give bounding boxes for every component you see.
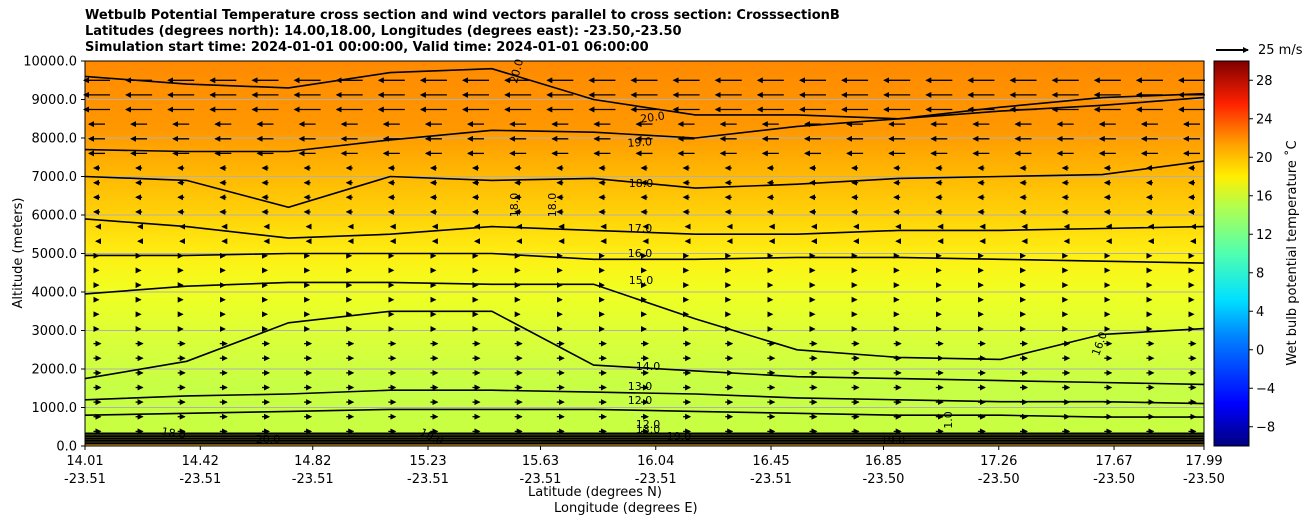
y-tick-label: 8000.0 <box>32 132 78 147</box>
x-tick-label-lat: 15.23 <box>409 454 446 469</box>
contour-label: 16.0 <box>628 247 653 260</box>
contour-label: 12.0 <box>636 418 661 431</box>
contour-line-20 <box>84 67 1205 120</box>
colorbar-tick-label: 20 <box>1256 151 1273 166</box>
colorbar-tick-label: −4 <box>1256 382 1275 397</box>
x-tick-label-lat: 17.99 <box>1185 454 1222 469</box>
x-tick-label-lon: -23.50 <box>1183 472 1225 487</box>
contour-line-16 <box>85 252 1205 264</box>
contour-label: 18.0 <box>160 425 186 442</box>
x-tick-label-lat: 15.63 <box>522 454 559 469</box>
wind-vectors <box>83 77 1205 435</box>
y-tick-label: 1000.0 <box>32 401 78 416</box>
contour-label: 20.0 <box>256 433 281 446</box>
y-tick-label: 10000.0 <box>23 55 77 70</box>
colorbar-tick-label: 24 <box>1256 112 1273 127</box>
colorbar-tick-label: 8 <box>1256 266 1264 281</box>
y-tick-label: 2000.0 <box>32 363 78 378</box>
title-line-1: Wetbulb Potential Temperature cross sect… <box>85 8 840 23</box>
contour-label: 18.0 <box>546 193 559 218</box>
contour-label: 18.0 <box>508 193 521 218</box>
colorbar-tick-label: 4 <box>1256 305 1264 320</box>
x-axis-label-longitude: Longitude (degrees E) <box>554 501 698 516</box>
y-tick-label: 9000.0 <box>32 93 78 108</box>
reference-vector-label: 25 m/s <box>1258 43 1303 58</box>
x-tick-label-lon: -23.51 <box>635 472 677 487</box>
title-line-3: Simulation start time: 2024-01-01 00:00:… <box>85 40 649 55</box>
x-tick-label-lon: -23.51 <box>179 472 221 487</box>
contour-label: 1.0 <box>942 411 955 429</box>
colorbar-tick-label: 16 <box>1256 189 1273 204</box>
y-axis: 0.0 1000.0 2000.0 3000.0 4000.0 5000.0 6000.0 7… <box>23 55 85 455</box>
contour-line-17 <box>84 218 1205 239</box>
y-axis-label: Altitude (meters) <box>11 198 26 309</box>
x-tick-label-lat: 16.04 <box>637 454 674 469</box>
contour-label: 13.0 <box>636 423 661 436</box>
colorbar-tick-label: 12 <box>1256 228 1273 243</box>
x-tick-label-lon: -23.50 <box>1093 472 1135 487</box>
x-tick-label-lat: 14.82 <box>294 454 331 469</box>
x-tick-label-lat: 14.42 <box>182 454 219 469</box>
contour-label: 17.0 <box>628 222 653 235</box>
contour-label: 19.0 <box>881 434 906 447</box>
x-tick-label-lon: -23.51 <box>750 472 792 487</box>
y-tick-label: 6000.0 <box>32 209 78 224</box>
y-tick-label: 0.0 <box>56 440 77 455</box>
contour-label: 18.0 <box>629 177 654 190</box>
x-axis: 14.01 -23.51 14.42 -23.51 14.82 -23.51 15.23 -2… <box>64 446 1225 487</box>
colorbar-tick-label: 28 <box>1256 74 1273 89</box>
x-tick-label-lon: -23.50 <box>978 472 1020 487</box>
x-axis-label-latitude: Latitude (degrees N) <box>528 485 662 500</box>
contour-label: 19.0 <box>627 135 652 150</box>
contour-label: 13.0 <box>628 380 653 393</box>
contour-label: 15.0 <box>629 274 654 287</box>
contour-lines <box>84 67 1205 445</box>
colorbar <box>1213 60 1250 447</box>
colorbar-tick-label: −8 <box>1256 420 1275 435</box>
contour-label: 20.0 <box>507 58 526 85</box>
contour-label: 14.0 <box>636 360 661 373</box>
y-tick-label: 7000.0 <box>32 170 78 185</box>
y-tick-label: 3000.0 <box>32 324 78 339</box>
x-tick-label-lat: 17.67 <box>1095 454 1132 469</box>
chart-title: Wetbulb Potential Temperature cross sect… <box>85 8 840 56</box>
x-tick-label-lat: 16.45 <box>752 454 789 469</box>
title-line-2: Latitudes (degrees north): 14.00,18.00, … <box>85 24 682 39</box>
x-tick-label-lat: 14.01 <box>66 454 103 469</box>
contour-line-12 <box>84 408 1204 418</box>
colorbar-tick-label: 0 <box>1256 343 1264 358</box>
x-tick-label-lon: -23.51 <box>292 472 334 487</box>
x-tick-label-lat: 16.85 <box>865 454 902 469</box>
colorbar-ticks: −8 −4 0 4 8 12 16 20 24 28 <box>1249 74 1275 435</box>
x-tick-label-lon: -23.51 <box>407 472 449 487</box>
y-tick-label: 4000.0 <box>32 286 78 301</box>
y-tick-label: 5000.0 <box>32 247 78 262</box>
contour-label: 20.0 <box>639 109 665 125</box>
x-tick-label-lon: -23.51 <box>520 472 562 487</box>
x-tick-label-lat: 17.26 <box>980 454 1017 469</box>
x-tick-label-lon: -23.51 <box>64 472 106 487</box>
contour-label: 12.0 <box>628 394 653 407</box>
x-tick-label-lon: -23.50 <box>863 472 905 487</box>
contour-label: 19.0 <box>667 430 692 443</box>
colorbar-label: Wet bulb potential temperature ˚C <box>1284 140 1300 365</box>
contour-line-13 <box>84 389 1205 405</box>
contour-line-14 <box>84 310 1205 386</box>
